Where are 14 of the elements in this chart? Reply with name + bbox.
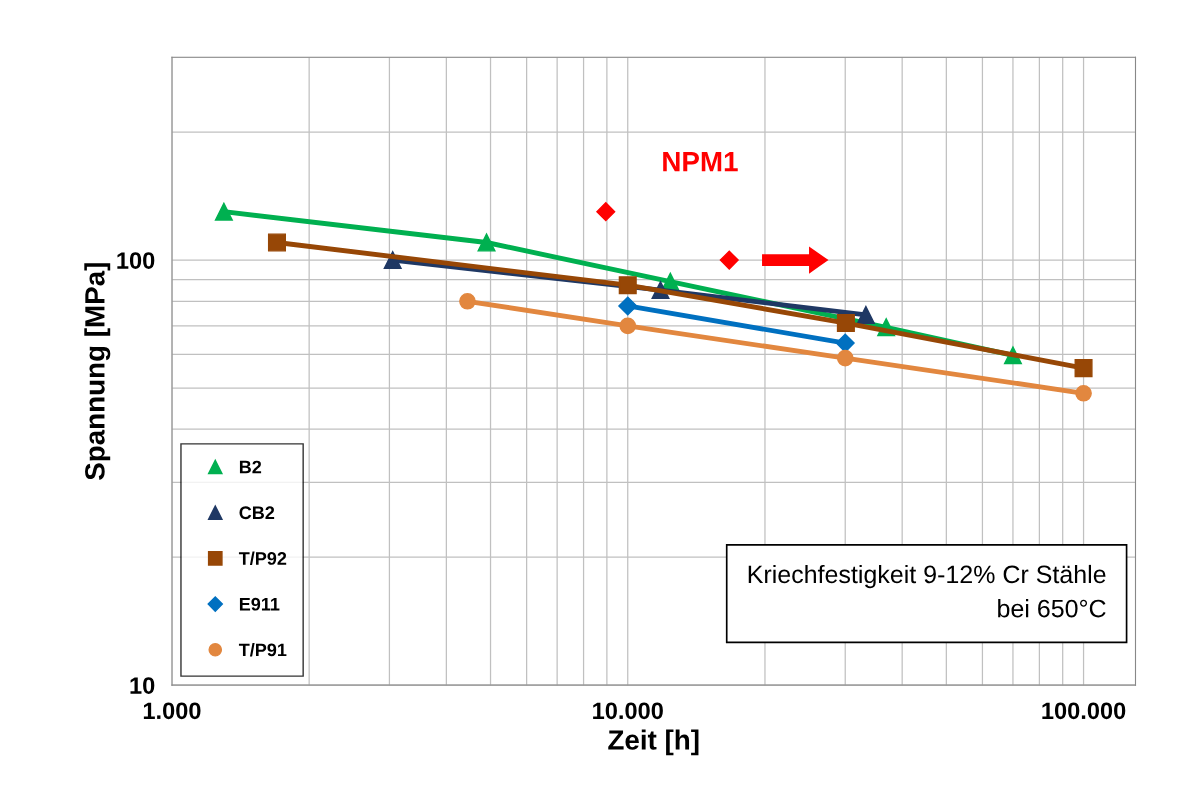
legend-label: T/P92	[238, 551, 287, 566]
x-tick-label: 1.000	[143, 702, 201, 720]
legend-label: E911	[239, 597, 280, 611]
y-tick-label: 10	[130, 677, 155, 694]
legend-label: B2	[239, 460, 262, 474]
x-tick-label: 100.000	[1042, 702, 1126, 720]
annotation: Kriechfestigkeit 9-12% Cr Stähle bei 650°C	[748, 564, 1106, 618]
legend-label: CB2	[239, 506, 275, 520]
text: NPM1	[663, 152, 738, 172]
y-tick-label: 100	[117, 252, 155, 269]
y-axis-title: Spannung [MPa]	[84, 263, 111, 480]
legend-label: T/P91	[238, 643, 287, 657]
x-tick-label: 10.000	[593, 702, 663, 720]
x-axis-title: Zeit [h]	[608, 729, 699, 756]
